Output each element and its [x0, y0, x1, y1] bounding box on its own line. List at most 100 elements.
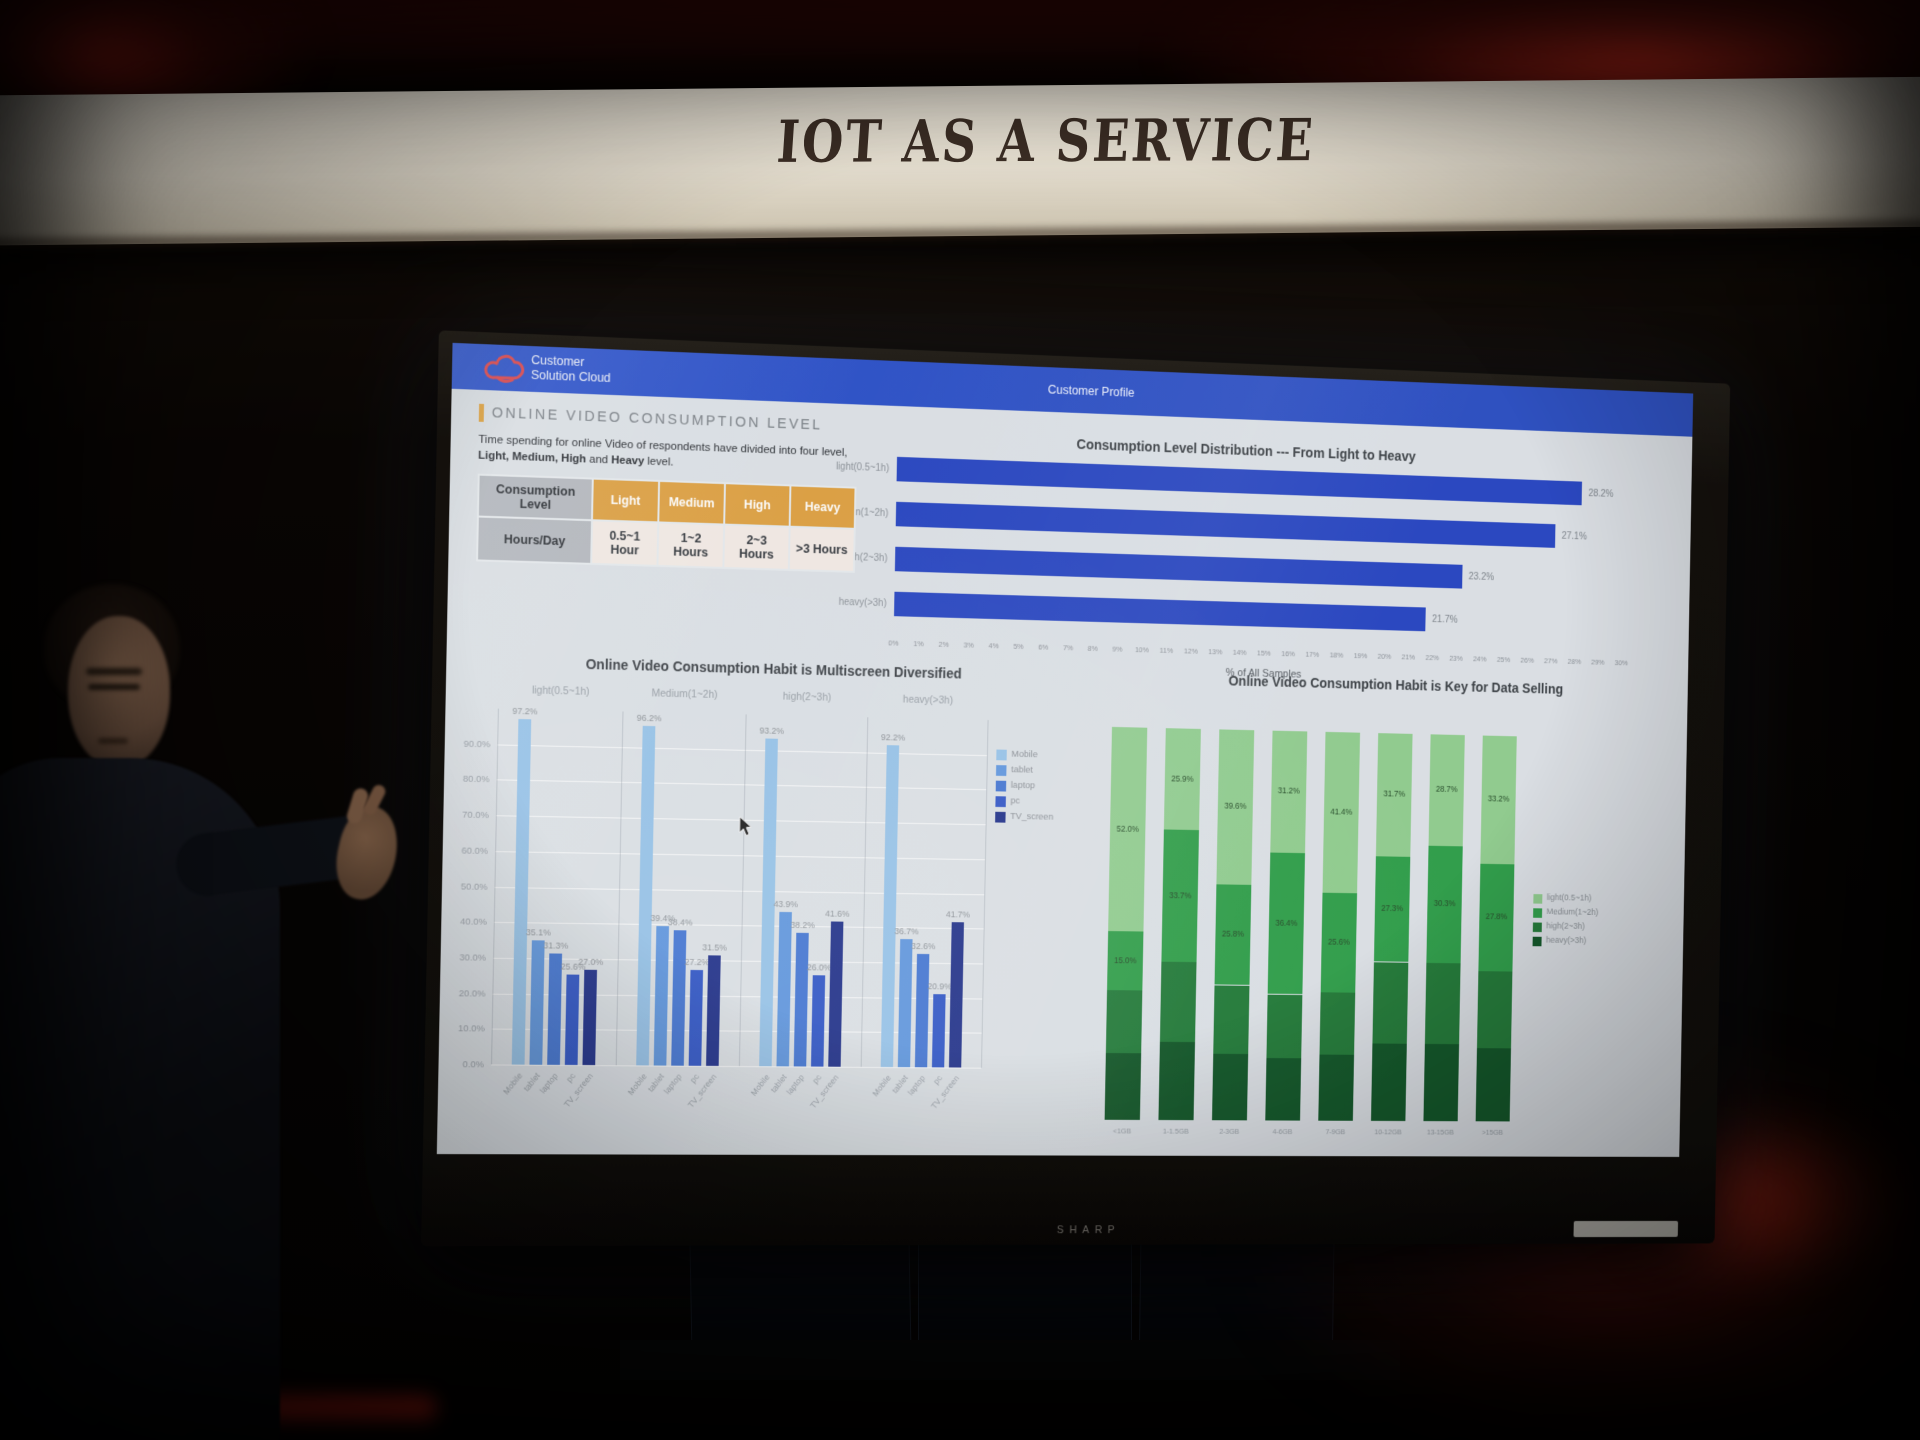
value-label: 39.6%: [1224, 801, 1247, 812]
legend-label: pc: [1010, 795, 1021, 807]
value-label: 21.7%: [1431, 614, 1458, 626]
presenter-eyebrow: [86, 668, 142, 675]
consumption-table: Consumption Level Light Medium High Heavy Hou…: [476, 474, 856, 573]
axis-tick-label: 20%: [1377, 651, 1392, 661]
table-cell: Heavy: [789, 485, 856, 529]
bar-segment: [1424, 962, 1461, 1044]
value-label: 97.2%: [512, 705, 538, 717]
axis-tick-label: 15%: [1256, 648, 1271, 658]
panel-description: Time spending for online Video of respon…: [478, 432, 859, 477]
axis-tick-label: 2%: [938, 639, 949, 649]
table-cell: 2~3 Hours: [723, 524, 790, 571]
value-label: 28.7%: [1435, 784, 1458, 795]
value-label: 38.2%: [790, 919, 816, 930]
chart-bar: [529, 939, 545, 1065]
axis-tick-label: 19%: [1353, 651, 1368, 661]
legend-swatch: [1533, 908, 1543, 918]
value-label: 25.9%: [1171, 773, 1194, 784]
description-segment: level.: [644, 455, 674, 469]
axis-tick-label: 10.0%: [458, 1023, 485, 1035]
axis-tick-label: 14%: [1232, 647, 1247, 657]
bar-segment: [1423, 1043, 1460, 1122]
axis-tick-label: 12%: [1183, 646, 1198, 656]
axis-tick-label: 13%: [1208, 647, 1223, 657]
presenter-face: [68, 616, 170, 768]
tv-sticker: [1573, 1220, 1679, 1238]
axis-tick-label: 20.0%: [458, 987, 486, 1000]
group-label: heavy(>3h): [902, 693, 954, 707]
chart-bar: [828, 920, 844, 1067]
axis-tick-label: 11%: [1159, 645, 1174, 655]
axis-tick-label: 18%: [1329, 650, 1344, 660]
axis-tick-label: 23%: [1449, 653, 1463, 663]
category-label: 2-3GB: [1219, 1127, 1240, 1136]
bar-segment: [1318, 1054, 1355, 1121]
axis-tick-label: 60.0%: [461, 845, 489, 857]
axis-tick-label: 7%: [1062, 643, 1074, 653]
legend-label: TV_screen: [1010, 811, 1054, 823]
table-cell: >3 Hours: [788, 526, 855, 573]
axis-tick-label: 50.0%: [460, 880, 488, 893]
axis-tick-label: 21%: [1401, 652, 1416, 662]
group-label: Medium(1~2h): [651, 687, 718, 701]
value-label: 33.2%: [1487, 793, 1510, 804]
red-reflection-band: [0, 0, 1920, 92]
chart-bar: [897, 939, 913, 1068]
legend-label: laptop: [1010, 779, 1036, 792]
dashboard-screen: Customer Solution Cloud Customer Profile…: [436, 342, 1694, 1157]
presenter-eyes: [88, 684, 140, 690]
value-label: 15.0%: [1113, 954, 1137, 965]
table-cell: 1~2 Hours: [657, 522, 725, 569]
panel-title-row: ONLINE VIDEO CONSUMPTION LEVEL: [478, 403, 896, 437]
grid-line: [496, 779, 987, 791]
legend-label: Mobile: [1011, 748, 1038, 761]
table-cell: 0.5~1 Hour: [591, 520, 659, 567]
category-label: 1-1.5GB: [1162, 1126, 1189, 1136]
axis-tick-label: 1%: [913, 639, 924, 649]
chart-bar: [793, 932, 809, 1067]
chart-bar: [706, 954, 721, 1066]
value-label: 31.2%: [1277, 785, 1300, 796]
axis-tick-label: 30%: [1614, 658, 1628, 668]
chart-bar: [914, 953, 930, 1068]
value-label: 31.5%: [702, 941, 728, 953]
axis-tick-label: 24%: [1473, 654, 1487, 664]
chart-bar: [931, 994, 946, 1068]
axis-tick-label: 9%: [1112, 644, 1123, 654]
grid-line: [497, 744, 987, 756]
axis-tick-label: 10%: [1134, 645, 1149, 655]
bar-segment: [1266, 994, 1303, 1059]
chart-bar: [896, 456, 1583, 506]
table-cell: Medium: [658, 481, 725, 525]
legend-swatch: [995, 765, 1007, 776]
axis-tick-label: 0.0%: [462, 1059, 485, 1071]
value-label: 43.9%: [773, 899, 799, 910]
chart-bar: [653, 926, 670, 1066]
legend-swatch: [996, 749, 1007, 761]
category-label: <1GB: [1112, 1126, 1132, 1136]
chart-bar: [688, 969, 704, 1066]
axis-tick-label: 28%: [1567, 657, 1582, 666]
bar-segment: [1476, 970, 1513, 1049]
group-label: light(0.5~1h): [531, 684, 590, 698]
bar-segment: [1104, 1053, 1142, 1120]
table-cell: High: [724, 483, 791, 527]
value-label: 25.8%: [1221, 928, 1245, 939]
chart-bar: [636, 725, 656, 1066]
value-label: 38.4%: [667, 917, 693, 928]
legend-swatch: [995, 796, 1006, 808]
desk-silhouette: [620, 1340, 1400, 1380]
value-label: 41.4%: [1330, 806, 1353, 817]
bar-segment: [1105, 990, 1143, 1054]
value-label: 27.3%: [1381, 903, 1404, 914]
chart-bar: [582, 969, 598, 1066]
panel-title: ONLINE VIDEO CONSUMPTION LEVEL: [491, 405, 823, 434]
bar-segment: [1159, 961, 1197, 1042]
value-label: 33.7%: [1168, 889, 1192, 900]
value-label: 30.3%: [1433, 898, 1456, 909]
value-label: 23.2%: [1468, 571, 1495, 583]
axis-tick-label: 70.0%: [462, 809, 490, 822]
axis-tick-label: 6%: [1038, 642, 1049, 652]
value-label: 31.7%: [1383, 788, 1406, 799]
axis-tick-label: 25%: [1496, 655, 1511, 665]
